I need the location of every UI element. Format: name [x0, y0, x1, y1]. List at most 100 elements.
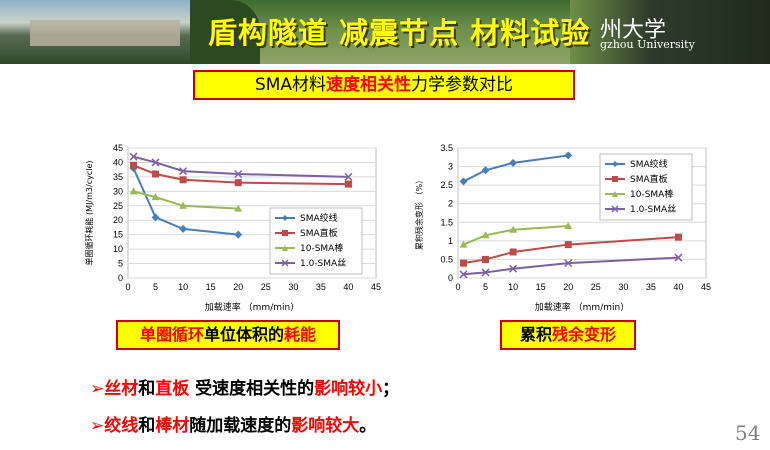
- data-point: [509, 264, 518, 273]
- data-point: [459, 240, 468, 248]
- bullet-1-term-b: 直板: [155, 379, 190, 399]
- y-axis-label: 累积残余变形 （%）: [414, 176, 424, 250]
- data-point: [234, 179, 242, 187]
- x-tick-label: 10: [178, 282, 188, 292]
- series-line: [132, 167, 239, 236]
- header-banner: [0, 0, 770, 64]
- data-point: [509, 225, 518, 233]
- data-point: [152, 170, 160, 178]
- caption-deformation-part2: 残余变形: [552, 325, 617, 344]
- x-tick-label: 30: [288, 282, 298, 292]
- data-point: [674, 233, 682, 241]
- legend-marker: [282, 245, 288, 251]
- data-point: [481, 268, 490, 277]
- data-point: [564, 151, 573, 160]
- bullet-2-and: 和: [138, 416, 156, 436]
- data-point: [151, 213, 160, 222]
- legend-marker: [282, 230, 288, 236]
- y-tick-label: 2.5: [440, 180, 453, 190]
- caption-deformation: 累积残余变形: [500, 320, 636, 350]
- university-name-cn: 州大学: [600, 18, 667, 43]
- data-point: [234, 169, 243, 179]
- subtitle-part3: 力学参数对比: [411, 75, 514, 95]
- data-point: [459, 270, 468, 279]
- x-tick-label: 35: [316, 282, 326, 292]
- legend-label: 10-SMA棒: [300, 242, 343, 254]
- bullet-2-text: 随加载速度的: [189, 416, 292, 436]
- arrow-icon: ➢: [90, 416, 105, 436]
- data-point: [481, 231, 490, 239]
- data-point: [179, 224, 188, 233]
- data-point: [151, 158, 160, 167]
- building-shape: [30, 20, 180, 46]
- y-tick-label: 40: [113, 157, 123, 167]
- bullet-2-end: 。: [359, 416, 377, 436]
- legend-marker: [282, 215, 288, 221]
- x-tick-label: 20: [233, 282, 243, 292]
- x-axis-label: 加载速率 （mm/min）: [535, 301, 629, 313]
- data-point: [179, 176, 187, 184]
- legend-label: 1.0-SMA丝: [300, 257, 346, 269]
- data-point: [344, 180, 352, 188]
- y-tick-label: 2: [448, 199, 453, 209]
- y-tick-label: 0: [118, 273, 123, 283]
- university-name-en: gzhou University: [600, 38, 695, 51]
- data-point: [564, 259, 573, 268]
- legend-marker: [281, 259, 289, 267]
- bullet-1-and: 和: [138, 379, 156, 399]
- y-tick-label: 0.5: [440, 254, 453, 264]
- legend-label: 1.0-SMA丝: [630, 203, 676, 215]
- bullet-2-term-a: 绞线: [104, 416, 139, 436]
- y-tick-label: 1.5: [440, 217, 453, 227]
- y-axis-label: 单圈循环耗能 (MJ/m3/cycle): [84, 161, 94, 266]
- caption-energy-part1: 单圈循环: [139, 325, 204, 344]
- bullet-1: ➢丝材和直板 受速度相关性的影响较小；: [90, 374, 399, 399]
- data-point: [129, 152, 138, 161]
- x-tick-label: 40: [673, 282, 683, 292]
- x-tick-label: 15: [206, 282, 216, 292]
- data-point: [151, 193, 160, 201]
- y-tick-label: 5: [118, 259, 123, 269]
- x-tick-label: 0: [125, 282, 130, 292]
- x-tick-label: 10: [508, 282, 518, 292]
- legend-label: SMA直板: [300, 227, 338, 239]
- deformation-chart: 0 0.5 1 1.5 2 2.5 3 3.5 0 5 10 15 20 25 30 35 40 45 加载速率 （…: [414, 143, 711, 313]
- y-tick-label: 1: [448, 236, 453, 246]
- legend-label: 10-SMA棒: [630, 188, 673, 200]
- data-point: [234, 204, 243, 212]
- caption-energy-part2: 单位体积的: [203, 325, 284, 344]
- slide-title: 盾构隧道 减震节点 材料试验: [208, 16, 591, 50]
- legend-marker: [612, 161, 618, 167]
- bullet-1-end: ；: [382, 379, 400, 399]
- caption-energy-part3: 耗能: [284, 325, 317, 344]
- bullet-2: ➢绞线和棒材随加载速度的影响较大。: [90, 411, 376, 436]
- data-point: [564, 222, 573, 229]
- y-tick-label: 3.5: [440, 143, 453, 153]
- x-tick-label: 40: [343, 282, 353, 292]
- data-point: [234, 230, 243, 239]
- data-point: [179, 201, 188, 209]
- data-point: [481, 166, 490, 175]
- data-point: [564, 241, 572, 249]
- arrow-icon: ➢: [90, 379, 105, 399]
- series-line: [463, 225, 569, 246]
- caption-energy: 单圈循环单位体积的耗能: [116, 320, 340, 350]
- x-tick-label: 15: [536, 282, 546, 292]
- x-tick-label: 5: [153, 282, 158, 292]
- legend-marker: [611, 205, 619, 213]
- y-tick-label: 15: [113, 230, 123, 240]
- subtitle-highlight: 速度相关性: [326, 75, 412, 95]
- series-line: [133, 190, 239, 210]
- header-right-panel: [570, 0, 770, 64]
- x-tick-label: 35: [646, 282, 656, 292]
- x-tick-label: 45: [371, 282, 381, 292]
- x-tick-label: 45: [701, 282, 711, 292]
- data-point: [129, 187, 138, 195]
- energy-chart: 0 5 10 15 20 25 30 35 40 45 0 5 10 15 20 25 30 35 40 45 加载速率…: [84, 143, 381, 313]
- x-tick-label: 0: [455, 282, 460, 292]
- tree-shape: [190, 0, 260, 64]
- page-number: 54: [735, 421, 761, 445]
- y-tick-label: 10: [113, 244, 123, 254]
- x-tick-label: 20: [563, 282, 573, 292]
- y-tick-label: 35: [113, 172, 123, 182]
